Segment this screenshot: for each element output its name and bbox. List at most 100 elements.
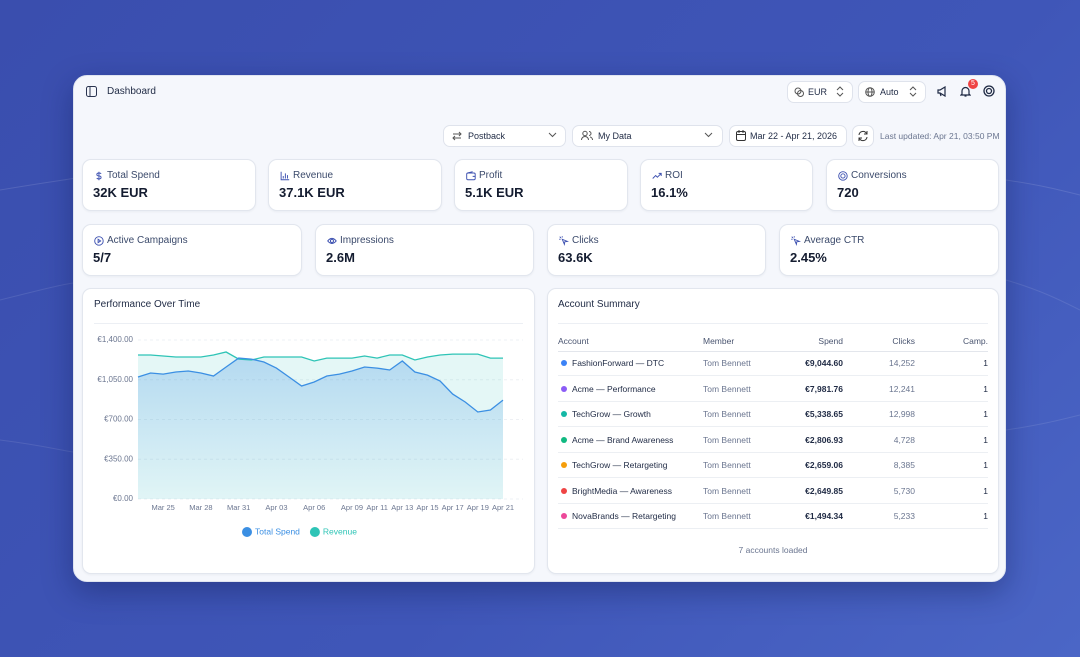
kpi-value: 2.45% bbox=[790, 250, 827, 265]
x-tick-label: Mar 28 bbox=[189, 503, 212, 512]
series-line bbox=[138, 351, 503, 362]
page-title: Dashboard bbox=[107, 86, 156, 97]
row-dot bbox=[561, 462, 567, 468]
x-tick-label: Mar 31 bbox=[227, 503, 250, 512]
x-tick-label: Apr 21 bbox=[492, 503, 514, 512]
kpi-card bbox=[779, 224, 999, 276]
table-cell: €2,659.06 bbox=[805, 460, 843, 470]
column-header: Clicks bbox=[892, 336, 915, 346]
row-dot bbox=[561, 436, 567, 443]
kpi-card bbox=[82, 159, 256, 211]
kpi-value: 32K EUR bbox=[93, 185, 148, 200]
calendar-icon bbox=[736, 130, 746, 141]
kpi-card bbox=[268, 159, 442, 211]
kpi-card bbox=[315, 224, 534, 276]
x-tick-label: Apr 11 bbox=[366, 503, 388, 512]
swap-icon bbox=[452, 131, 462, 141]
refresh-button[interactable] bbox=[852, 125, 874, 147]
divider bbox=[94, 323, 523, 324]
kpi-label: Revenue bbox=[293, 170, 334, 181]
table-cell: €1,494.34 bbox=[805, 511, 843, 521]
kpi-value: 37.1K EUR bbox=[279, 185, 345, 200]
table-cell: Acme — Performance bbox=[572, 383, 656, 394]
row-divider bbox=[558, 502, 988, 504]
legend-swatch bbox=[309, 527, 320, 537]
notification-badge: 5 bbox=[968, 79, 978, 89]
series-line bbox=[137, 357, 504, 413]
kpi-icon bbox=[652, 172, 662, 179]
kpi-card bbox=[82, 224, 302, 276]
table-cell: Tom Bennett bbox=[703, 409, 751, 419]
megaphone-icon[interactable] bbox=[937, 86, 948, 97]
x-tick-label: Apr 09 bbox=[341, 503, 363, 512]
kpi-icon bbox=[327, 237, 337, 244]
table-cell: 14,252 bbox=[889, 358, 915, 368]
table-cell: Tom Bennett bbox=[703, 434, 751, 445]
kpi-card bbox=[826, 159, 999, 211]
table-cell: Tom Bennett bbox=[703, 383, 751, 394]
row-dot bbox=[561, 385, 567, 392]
kpi-value: 720 bbox=[837, 185, 859, 200]
source-select[interactable] bbox=[443, 125, 566, 147]
table-cell: Acme — Brand Awareness bbox=[572, 434, 674, 445]
sidebar-toggle[interactable] bbox=[86, 86, 97, 97]
kpi-icon bbox=[791, 236, 802, 247]
kpi-label: ROI bbox=[665, 170, 683, 181]
bell-icon[interactable] bbox=[960, 86, 971, 97]
target-icon[interactable] bbox=[983, 85, 995, 97]
x-tick-label: Apr 13 bbox=[391, 503, 413, 512]
kpi-value: 63.6K bbox=[558, 250, 593, 265]
refresh-icon bbox=[858, 130, 868, 142]
row-divider bbox=[558, 426, 988, 427]
legend-label: Total Spend bbox=[255, 526, 300, 536]
table-cell: 12,998 bbox=[889, 409, 915, 419]
chevron bbox=[836, 86, 844, 97]
y-tick-label: €0.00 bbox=[113, 494, 134, 503]
date-range-label: Mar 22 - Apr 21, 2026 bbox=[750, 131, 838, 141]
table-cell: 5,233 bbox=[893, 511, 915, 521]
theme-select[interactable] bbox=[858, 81, 926, 103]
x-tick-label: Mar 25 bbox=[152, 503, 175, 512]
kpi-label: Total Spend bbox=[107, 170, 160, 181]
table-cell: BrightMedia — Awareness bbox=[572, 485, 673, 496]
row-divider bbox=[558, 351, 988, 352]
table-cell: 12,241 bbox=[889, 383, 915, 394]
y-tick-label: €700.00 bbox=[104, 415, 133, 424]
table-cell: 1 bbox=[983, 485, 988, 496]
table-cell: 1 bbox=[983, 409, 988, 419]
divider bbox=[558, 323, 988, 324]
account-summary-panel bbox=[547, 288, 999, 574]
kpi-value: 5/7 bbox=[93, 250, 112, 265]
date-range-picker[interactable] bbox=[729, 125, 847, 147]
y-tick-label: €350.00 bbox=[104, 454, 133, 463]
row-dot bbox=[561, 487, 567, 494]
kpi-label: Clicks bbox=[572, 235, 599, 246]
table-cell: €7,981.76 bbox=[805, 383, 843, 394]
kpi-icon bbox=[280, 171, 290, 181]
row-divider bbox=[558, 400, 988, 402]
scope-select[interactable] bbox=[572, 125, 723, 147]
legend-label: Revenue bbox=[323, 526, 357, 536]
column-header: Member bbox=[703, 336, 735, 346]
chevron-down bbox=[548, 132, 557, 138]
coins-icon bbox=[794, 87, 804, 97]
table-cell: TechGrow — Growth bbox=[572, 409, 651, 419]
chart-title: Performance Over Time bbox=[94, 299, 201, 310]
users-icon bbox=[581, 130, 593, 141]
kpi-icon bbox=[96, 171, 102, 181]
row-divider bbox=[558, 528, 988, 529]
row-divider bbox=[558, 451, 988, 453]
table-cell: NovaBrands — Retargeting bbox=[572, 511, 676, 521]
kpi-card bbox=[454, 159, 628, 211]
chevron bbox=[909, 86, 917, 97]
x-tick-label: Apr 15 bbox=[416, 503, 438, 512]
row-dot bbox=[561, 411, 567, 417]
table-cell: 8,385 bbox=[893, 460, 915, 470]
table-cell: 4,728 bbox=[893, 434, 915, 445]
kpi-value: 16.1% bbox=[651, 185, 688, 200]
currency-select[interactable] bbox=[787, 81, 853, 103]
table-cell: Tom Bennett bbox=[703, 460, 751, 470]
row-dot bbox=[561, 360, 567, 366]
table-cell: FashionForward — DTC bbox=[572, 358, 665, 368]
